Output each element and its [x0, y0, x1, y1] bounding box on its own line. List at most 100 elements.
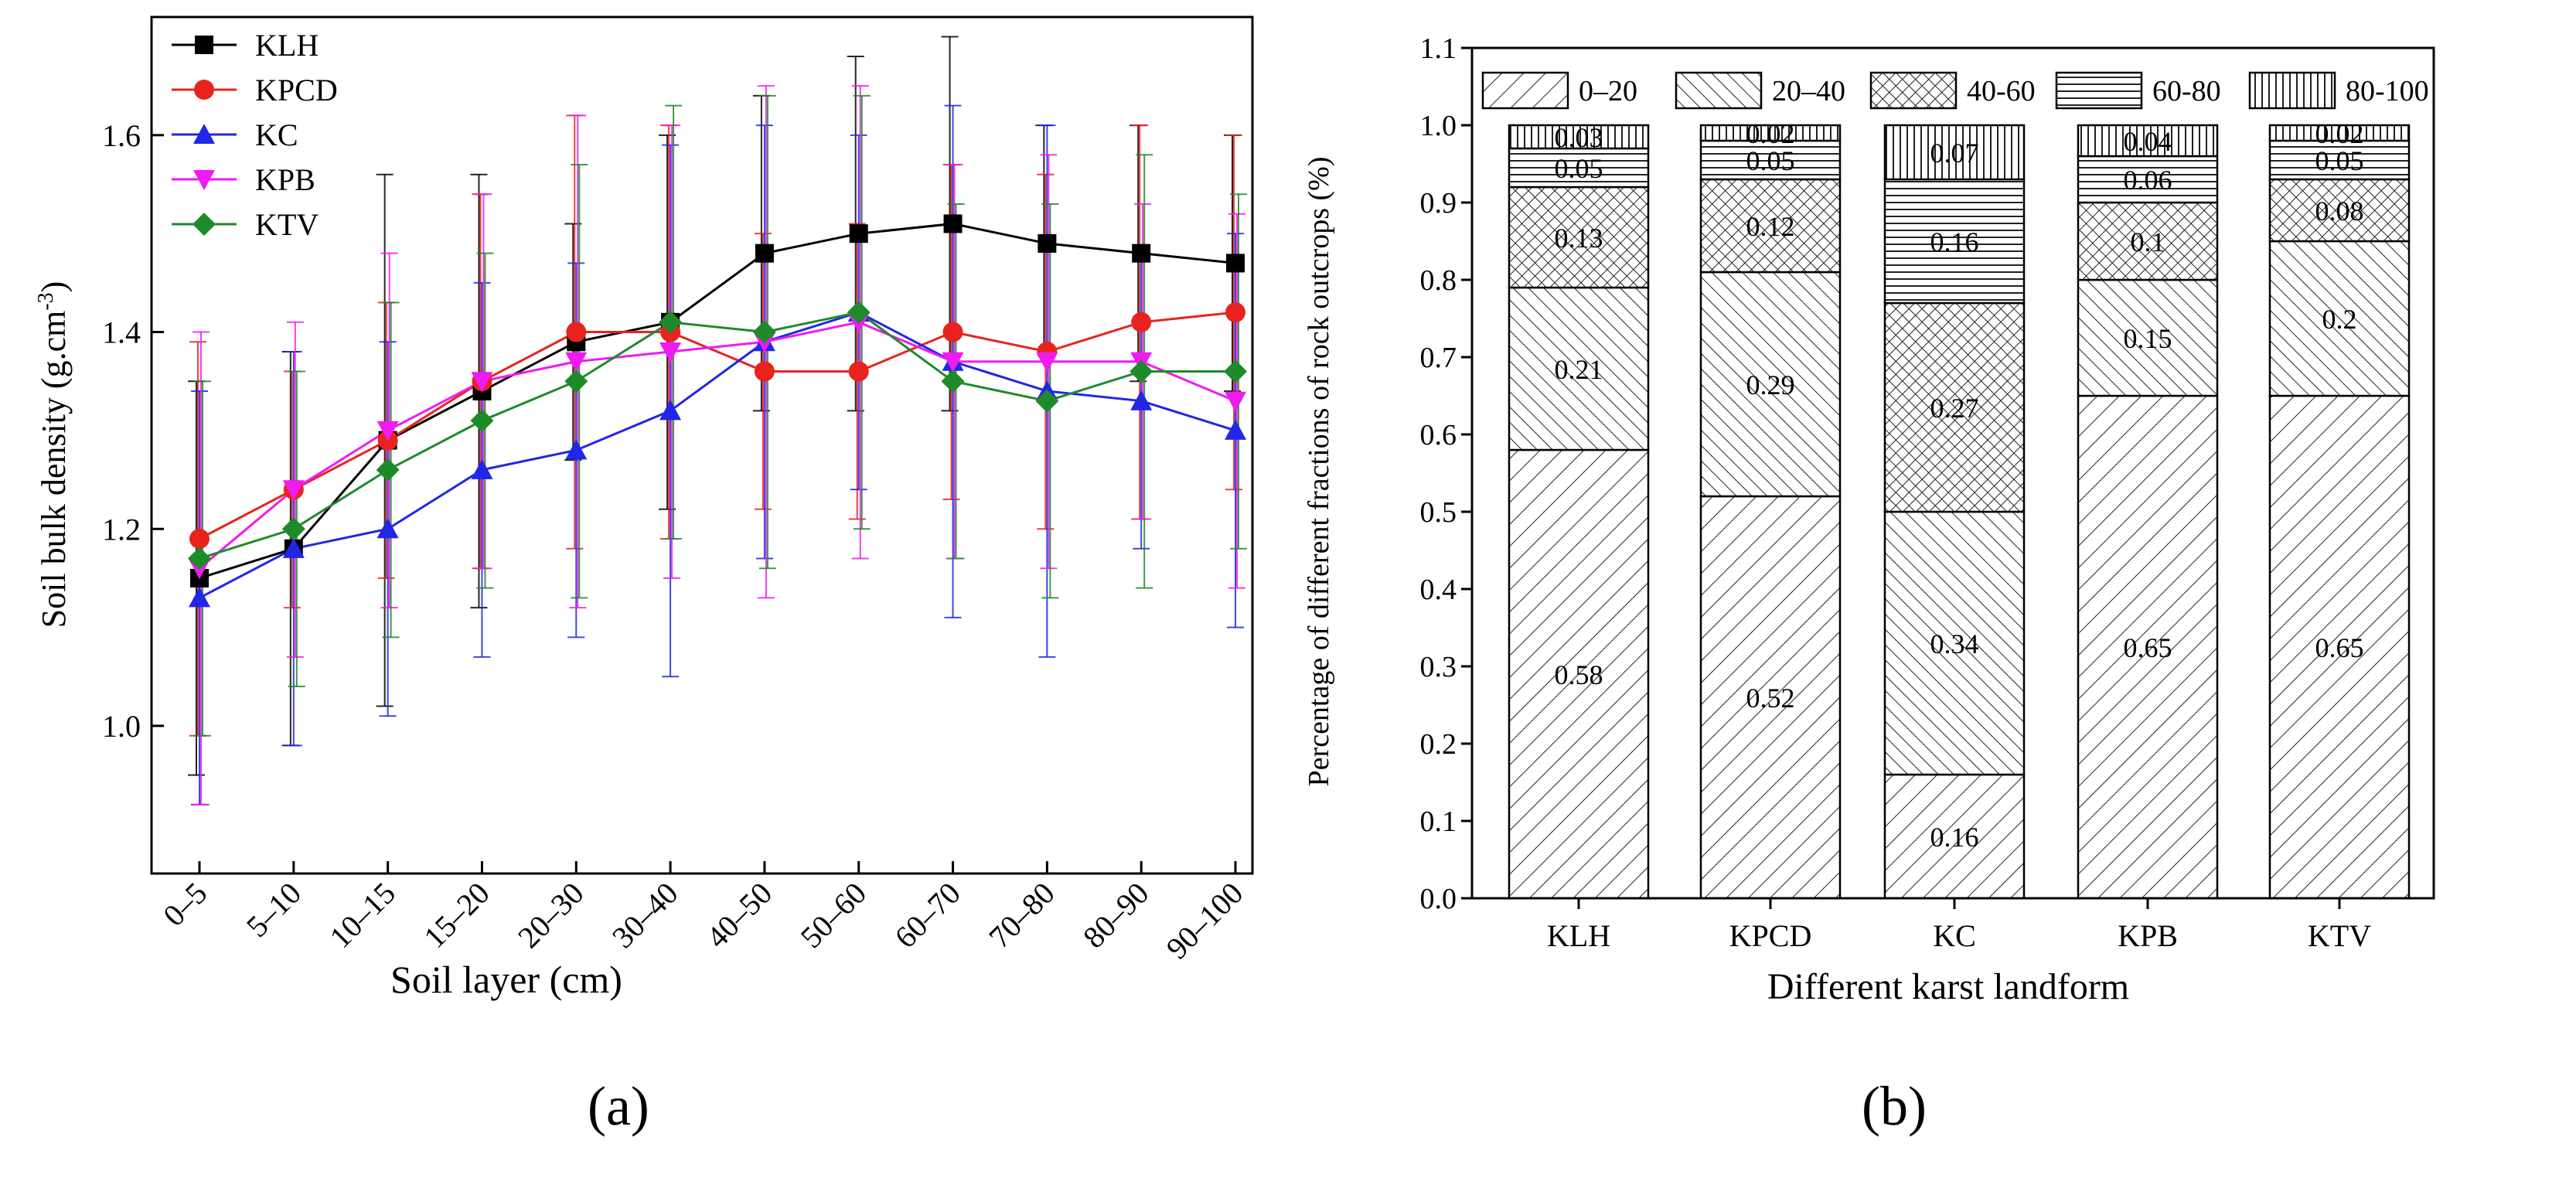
bar-value-label: 0.05 [2315, 145, 2364, 176]
bar-value-label: 0.65 [2315, 632, 2364, 663]
bar-segment-kc [1883, 510, 2026, 776]
caption-a: (a) [588, 1075, 649, 1139]
legend-label: KPCD [255, 73, 338, 107]
y-tick-label: 1.6 [102, 118, 141, 153]
data-point-ktv [1035, 389, 1059, 413]
legend: KLH KPCD KC KPB KTV [172, 28, 338, 242]
data-point-kc [659, 400, 682, 421]
bar-segment-kpcd [1699, 178, 1842, 274]
bar-value-label: 0.21 [1555, 354, 1603, 385]
data-point-kpcd [189, 528, 210, 549]
bar-value-label: 0.65 [2124, 632, 2172, 663]
legend-label: KPB [255, 162, 315, 197]
x-tick-label: 60–70 [888, 876, 967, 955]
y-tick-label: 0.2 [1420, 728, 1457, 761]
data-point-kc [565, 439, 588, 460]
series-lines [199, 222, 1236, 599]
bar-value-label: 0.02 [1746, 118, 1795, 149]
legend-marker-klh [195, 36, 213, 54]
x-tick-label: KPCD [1729, 918, 1812, 953]
legend: 0–20 20–40 40-60 60-80 80-100 [1481, 71, 2429, 110]
bar-segment-kpcd [1699, 271, 1842, 498]
data-point-kpb [942, 352, 964, 373]
bar-segment-klh [1508, 186, 1650, 289]
x-tick-label: 0–5 [156, 876, 213, 933]
y-tick-label: 0.6 [1420, 419, 1457, 451]
y-axis-ticks: 1.0 1.2 1.4 1.6 [102, 118, 164, 744]
bar-segment-kpb [2077, 394, 2219, 900]
x-tick-label: 30–40 [605, 876, 685, 955]
data-point-kpcd [754, 361, 775, 382]
legend-label: 0–20 [1579, 75, 1637, 107]
bar-value-label: 0.2 [2322, 304, 2357, 335]
legend-marker-ktv [193, 213, 216, 236]
data-point-kpcd [566, 322, 587, 342]
x-axis-ticks: KLH KPCD KC KPB KTV [1547, 898, 2371, 953]
bar-segment-kc [1883, 301, 2026, 513]
bar-segment-kpb [2077, 201, 2219, 281]
y-axis-label-main: Soil bulk density (g.cm [35, 311, 73, 628]
stacked-bars [1508, 124, 2411, 900]
bar-segment-ktv [2268, 240, 2411, 397]
y-tick-label: 0.7 [1420, 342, 1457, 374]
data-point-klh [943, 214, 963, 233]
series-line-kpcd [199, 311, 1236, 540]
bar-value-label: 0.08 [2315, 196, 2364, 226]
x-tick-label: 70–80 [982, 876, 1061, 955]
legend-swatch-3 [1869, 71, 1958, 110]
x-tick-label: 10–15 [322, 876, 402, 955]
bar-segment-kpb [2077, 155, 2219, 204]
y-tick-label: 0.0 [1420, 883, 1457, 915]
legend-label: 40-60 [1967, 75, 2036, 107]
data-point-ktv [376, 458, 400, 482]
legend-label: KTV [255, 207, 319, 242]
y-axis-ticks: 0.0 0.1 0.2 0.3 0.4 0.5 0.6 0.7 0.8 0.9 1.0 1.1 [1420, 32, 1472, 915]
legend-label: 60-80 [2152, 75, 2221, 107]
x-tick-label: KPB [2118, 918, 2178, 953]
bar-value-label: 0.13 [1555, 223, 1603, 254]
caption-a-text: (a) [588, 1075, 649, 1137]
data-point-ktv [1224, 359, 1247, 383]
data-point-kc [1225, 419, 1246, 440]
x-tick-label: 15–20 [417, 876, 496, 955]
data-point-kpb [659, 342, 682, 363]
data-point-ktv [188, 547, 211, 570]
data-point-kpcd [942, 322, 963, 342]
bar-segment-kpb [2077, 124, 2219, 158]
y-tick-label: 1.0 [102, 709, 141, 744]
bar-segment-kpcd [1699, 495, 1842, 900]
bar-value-label: 0.1 [2131, 226, 2165, 257]
bar-value-label: 0.07 [1930, 138, 1979, 169]
data-point-klh [755, 244, 774, 263]
plot-frame [1470, 46, 2435, 900]
data-point-kpb [282, 480, 305, 501]
bar-value-label: 0.12 [1746, 211, 1795, 242]
x-tick-label: KTV [2308, 918, 2371, 953]
legend-label: KLH [255, 28, 319, 63]
bar-value-label: 0.05 [1746, 145, 1795, 176]
bar-segment-kc [1883, 178, 2026, 305]
bar-value-labels: 0.580.210.130.050.030.520.290.120.050.02… [1555, 118, 2364, 853]
data-point-kpcd [848, 361, 869, 382]
bar-value-label: 0.15 [2124, 323, 2172, 354]
y-axis-label-superscript: -3 [34, 292, 58, 310]
data-point-ktv [752, 320, 776, 344]
y-tick-label: 0.9 [1420, 187, 1457, 220]
y-tick-label: 1.0 [1420, 110, 1457, 142]
series-line-kc [199, 311, 1236, 599]
bar-value-label: 0.52 [1746, 683, 1795, 713]
data-point-kc [189, 587, 210, 608]
data-point-klh [1038, 233, 1057, 253]
x-tick-label: 50–60 [794, 876, 874, 955]
bar-segment-kc [1883, 124, 2026, 181]
y-axis-label: Soil bulk density (g.cm-3) [34, 281, 73, 628]
data-point-kpb [1036, 352, 1058, 373]
data-point-kc [1130, 390, 1153, 410]
bar-segment-ktv [2268, 178, 2411, 243]
y-tick-label: 0.1 [1420, 805, 1457, 838]
y-tick-label: 0.4 [1420, 574, 1457, 606]
x-axis-ticks: 0–5 5–10 10–15 15–20 20–30 30–40 40–50 50–60 60–… [156, 861, 1249, 966]
legend-label: 20–40 [1772, 75, 1845, 107]
bar-value-label: 0.02 [2315, 118, 2364, 149]
data-point-ktv [281, 517, 305, 541]
